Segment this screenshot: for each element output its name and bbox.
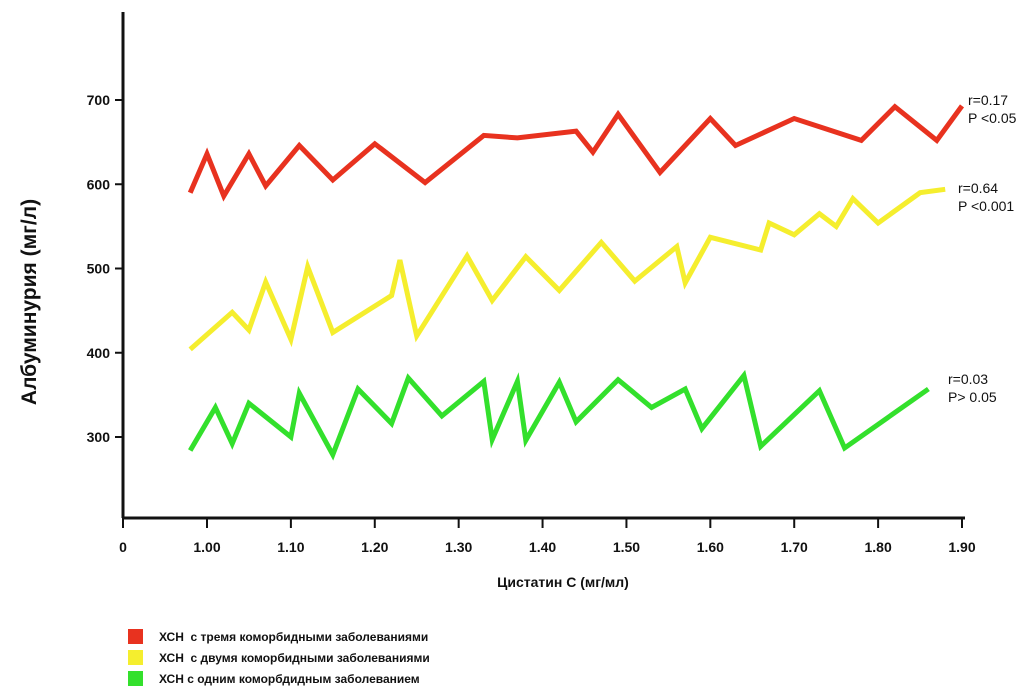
x-tick-label: 1.60 xyxy=(697,539,724,555)
y-tick-label: 600 xyxy=(87,176,111,192)
stat-annotation: P> 0.05 xyxy=(948,389,997,405)
axes xyxy=(121,12,965,520)
stat-annotation: r=0.64 xyxy=(958,180,998,196)
legend-label: ХСН с двумя коморбидными заболеваниями xyxy=(159,650,430,665)
x-tick-label: 1.90 xyxy=(948,539,975,555)
series-lines xyxy=(187,103,965,461)
legend-swatch xyxy=(128,629,143,644)
x-tick-label: 1.20 xyxy=(361,539,388,555)
x-tick-label: 1.40 xyxy=(529,539,556,555)
legend-item: ХСН с тремя коморбидными заболеваниями xyxy=(128,626,430,647)
stat-annotation: r=0.17 xyxy=(968,92,1008,108)
x-tick-label: 1.00 xyxy=(193,539,220,555)
legend-label: ХСН с тремя коморбидными заболеваниями xyxy=(159,629,429,644)
legend-item: ХСН с одним коморбдидным заболеванием xyxy=(128,668,430,689)
series-line-1 xyxy=(187,103,965,202)
legend-label: ХСН с одним коморбдидным заболеванием xyxy=(159,671,420,686)
legend: ХСН с тремя коморбидными заболеваниями ХС… xyxy=(128,626,430,689)
series-line-3 xyxy=(188,369,930,461)
x-tick-label: 1.30 xyxy=(445,539,472,555)
stat-annotation: P <0.05 xyxy=(968,110,1017,126)
x-tick-label: 0 xyxy=(119,539,127,555)
x-tick-label: 1.50 xyxy=(613,539,640,555)
x-tick-label: 1.80 xyxy=(864,539,891,555)
legend-swatch xyxy=(128,671,143,686)
chart-area: 300 400 500 600 700 0 1.00 1.10 1.20 1.30 1.40 1.5… xyxy=(18,12,1017,590)
stat-annotation: P <0.001 xyxy=(958,198,1014,214)
y-tick-label: 500 xyxy=(87,261,111,277)
legend-swatch xyxy=(128,650,143,665)
series-line-2 xyxy=(188,186,946,352)
annotations: r=0.17 P <0.05 r=0.64 P <0.001 r=0.03 P> 0.05 xyxy=(948,92,1017,405)
legend-item: ХСН с двумя коморбидными заболеваниями xyxy=(128,647,430,668)
y-axis-title: Албуминурия (мг/л) xyxy=(18,199,41,405)
x-axis-title: Цистатин С (мг/мл) xyxy=(497,574,629,590)
x-ticks: 0 1.00 1.10 1.20 1.30 1.40 1.50 1.60 1.70 1.80 1.9… xyxy=(119,518,976,555)
x-tick-label: 1.10 xyxy=(277,539,304,555)
y-tick-label: 400 xyxy=(87,345,111,361)
y-ticks: 300 400 500 600 700 xyxy=(87,92,123,445)
x-tick-label: 1.70 xyxy=(781,539,808,555)
y-tick-label: 700 xyxy=(87,92,111,108)
stat-annotation: r=0.03 xyxy=(948,371,988,387)
y-tick-label: 300 xyxy=(87,429,111,445)
